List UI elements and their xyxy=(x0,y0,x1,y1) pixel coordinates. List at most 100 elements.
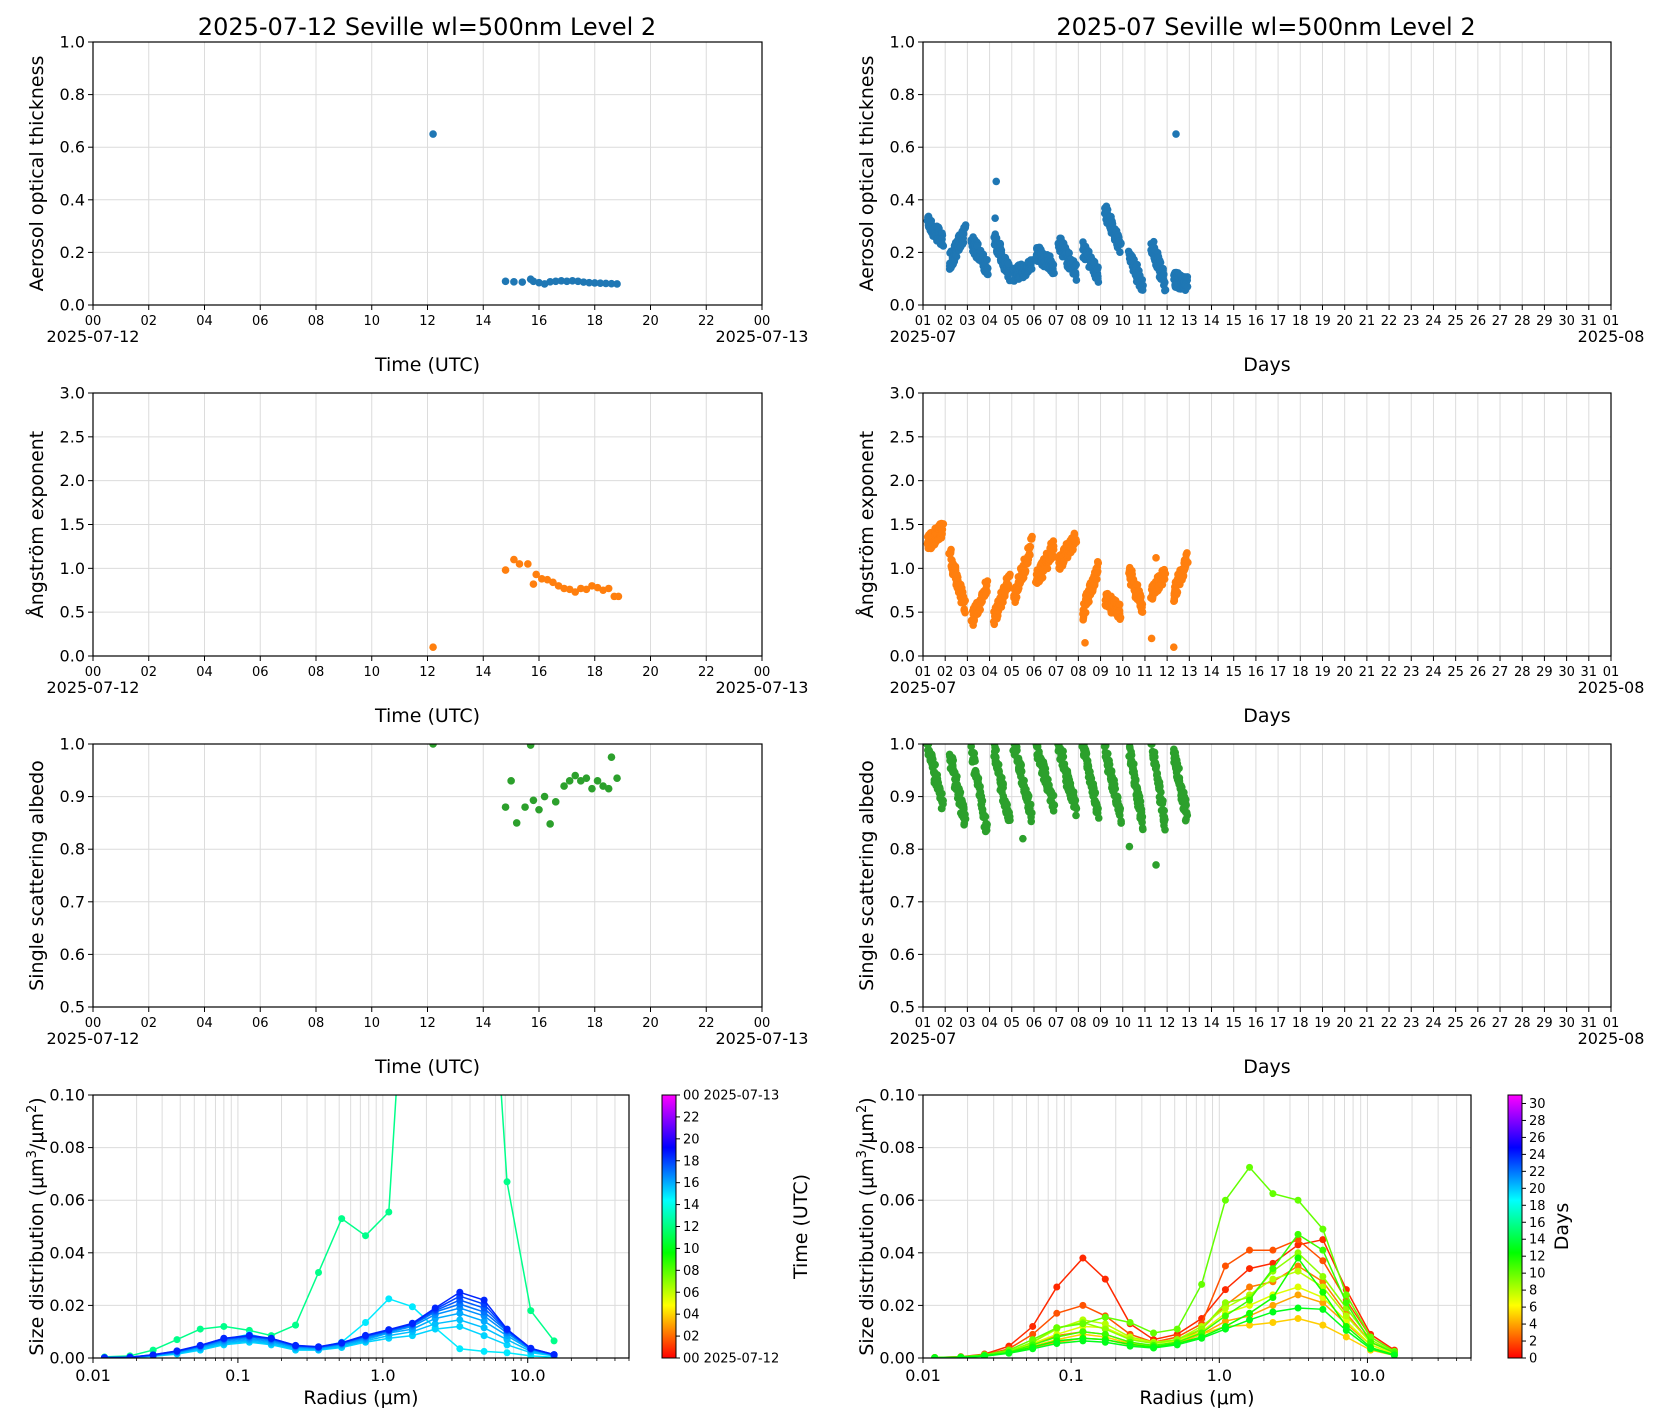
x-tick-label: 11 xyxy=(1137,1016,1154,1031)
data-point xyxy=(593,777,602,785)
data-point xyxy=(1269,1318,1277,1326)
data-point xyxy=(1101,1325,1109,1333)
x-tick-label: 10 xyxy=(1114,1016,1131,1031)
x-tick-label: 12 xyxy=(419,665,436,680)
x-tick-label: 11 xyxy=(1137,314,1154,329)
x-tick-label: 08 xyxy=(308,1016,325,1031)
x-tick-label: 16 xyxy=(1248,1016,1265,1031)
grid xyxy=(92,1094,630,1359)
data-point xyxy=(1246,1309,1254,1317)
y-tick-label: 0.08 xyxy=(879,1138,915,1157)
x-tick-label: 1.0 xyxy=(1207,1366,1232,1385)
data-point xyxy=(585,278,593,287)
data-point xyxy=(1246,1296,1254,1304)
y-tick-label: 0.04 xyxy=(49,1243,85,1262)
x-tick-label: 16 xyxy=(531,665,548,680)
data-point xyxy=(546,820,554,828)
data-point xyxy=(501,566,510,574)
colorbar-tick-label: 6 xyxy=(1529,1301,1537,1316)
colorbar-label: Time (UTC) xyxy=(790,1174,812,1280)
x-tick-label: 10 xyxy=(363,314,380,329)
data-point xyxy=(1246,1301,1254,1309)
y-tick-label: 0.2 xyxy=(60,243,85,262)
data-point xyxy=(1138,818,1146,827)
y-tick-label: 3.0 xyxy=(890,384,915,403)
data-point xyxy=(1115,600,1124,609)
x-tick-label: 28 xyxy=(1514,665,1531,680)
data-point xyxy=(1017,767,1026,776)
x-tick-label: 13 xyxy=(1181,314,1198,329)
y-tick-label: 0.6 xyxy=(890,945,915,964)
data-point xyxy=(432,829,439,836)
x-start-date-label: 2025-07-12 xyxy=(47,1029,140,1048)
colorbar-tick-label: 18 xyxy=(1529,1199,1546,1214)
data-point xyxy=(1139,825,1147,834)
y-tick-label: 0.02 xyxy=(879,1296,915,1315)
x-tick-label: 04 xyxy=(981,665,998,680)
data-point xyxy=(1173,1341,1181,1349)
data-point xyxy=(1004,580,1013,589)
data-point xyxy=(1082,750,1090,758)
data-point xyxy=(939,800,947,808)
data-point xyxy=(196,1341,204,1349)
data-point xyxy=(527,1307,535,1315)
data-point xyxy=(1319,1225,1327,1233)
grid xyxy=(92,392,763,657)
x-tick-label: 26 xyxy=(1470,314,1487,329)
x-tick-label: 10 xyxy=(363,1016,380,1031)
data-point xyxy=(976,787,985,796)
x-start-date-label: 2025-07-12 xyxy=(47,327,140,346)
data-point xyxy=(362,1232,370,1240)
data-point xyxy=(550,1351,558,1358)
data-point xyxy=(503,1341,511,1349)
data-point xyxy=(1136,797,1145,806)
data-point xyxy=(1147,634,1156,643)
data-point xyxy=(1294,1262,1302,1270)
y-tick-label: 1.5 xyxy=(890,515,915,534)
y-tick-label: 0.2 xyxy=(890,243,915,262)
axes-frame xyxy=(922,1094,1472,1359)
data-point xyxy=(1005,812,1014,821)
x-tick-label: 27 xyxy=(1492,314,1509,329)
x-tick-label: 23 xyxy=(1403,1016,1420,1031)
data-point xyxy=(582,585,591,594)
x-tick-label: 19 xyxy=(1314,1016,1331,1031)
data-point xyxy=(1342,1326,1350,1334)
data-point xyxy=(480,1332,488,1340)
x-end-date-label: 2025-08 xyxy=(1578,678,1645,697)
data-point xyxy=(1175,764,1183,773)
data-point xyxy=(1029,1322,1037,1330)
x-tick-label: 10 xyxy=(1114,665,1131,680)
data-point xyxy=(969,749,978,757)
data-point xyxy=(571,771,580,780)
data-point xyxy=(480,1347,488,1355)
x-tick-label: 06 xyxy=(1026,314,1043,329)
colorbar-tick-label: 12 xyxy=(1529,1250,1546,1265)
data-point xyxy=(515,560,524,568)
data-point xyxy=(338,1339,346,1347)
data-point xyxy=(527,1344,535,1352)
data-point xyxy=(1041,769,1050,777)
y-tick-label: 0.8 xyxy=(60,85,85,104)
data-point xyxy=(961,815,970,823)
x-tick-label: 18 xyxy=(1292,665,1309,680)
y-tick-label: 3.0 xyxy=(60,384,85,403)
y-tick-label: 0.7 xyxy=(60,892,85,911)
y-tick-label: 0.4 xyxy=(890,190,915,209)
data-point xyxy=(981,812,990,821)
x-tick-label: 18 xyxy=(586,1016,603,1031)
x-tick-label: 22 xyxy=(698,665,715,680)
series-line xyxy=(100,1316,558,1358)
x-tick-label: 13 xyxy=(1181,1016,1198,1031)
x-tick-label: 12 xyxy=(1159,1016,1176,1031)
data-point xyxy=(982,823,991,831)
x-tick-label: 06 xyxy=(1026,1016,1043,1031)
data-point xyxy=(967,744,975,751)
data-point xyxy=(1319,1288,1327,1296)
y-tick-label: 0.9 xyxy=(890,787,915,806)
data-point xyxy=(604,784,613,793)
data-point xyxy=(1033,744,1042,749)
data-point xyxy=(535,805,543,814)
y-tick-label: 0.04 xyxy=(879,1243,915,1262)
x-tick-label: 09 xyxy=(1092,314,1109,329)
